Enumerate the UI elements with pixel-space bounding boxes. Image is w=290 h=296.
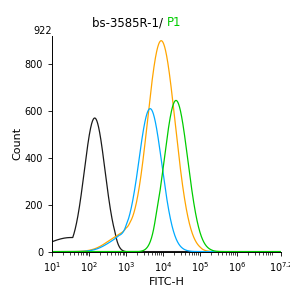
- Text: 922: 922: [34, 25, 52, 36]
- Text: P1: P1: [167, 16, 181, 29]
- Text: bs-3585R-1/: bs-3585R-1/: [92, 16, 167, 29]
- Y-axis label: Count: Count: [12, 127, 22, 160]
- X-axis label: FITC-H: FITC-H: [149, 277, 185, 287]
